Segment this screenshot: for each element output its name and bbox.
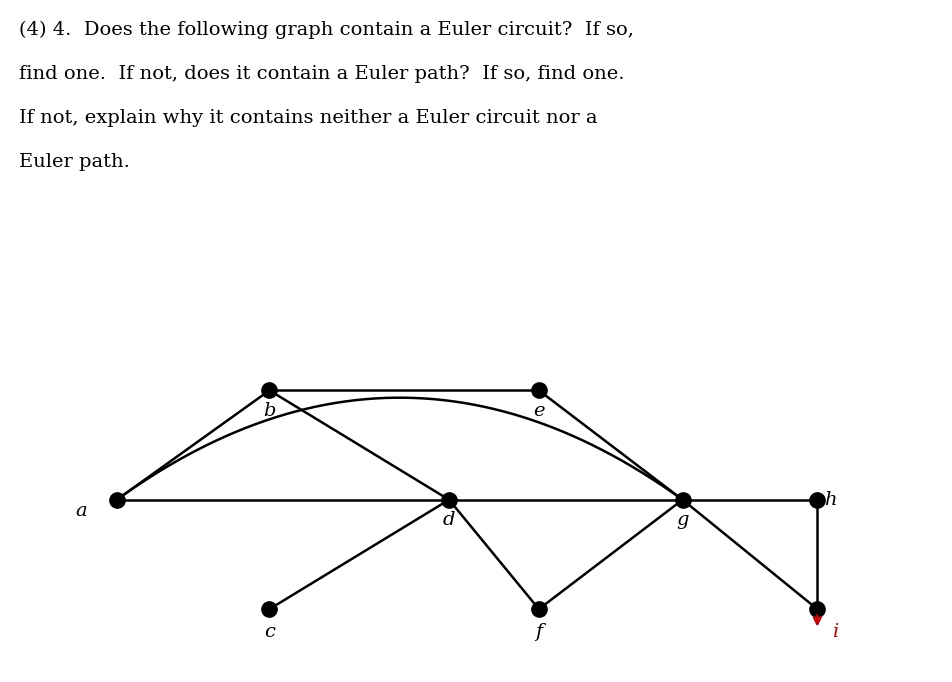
Text: g: g	[676, 511, 689, 529]
Text: h: h	[824, 491, 837, 509]
Text: a: a	[75, 502, 87, 520]
Text: c: c	[264, 623, 275, 642]
Text: d: d	[443, 511, 455, 529]
Text: find one.  If not, does it contain a Euler path?  If so, find one.: find one. If not, does it contain a Eule…	[19, 65, 625, 83]
Text: If not, explain why it contains neither a Euler circuit nor a: If not, explain why it contains neither …	[19, 109, 598, 127]
Text: Euler path.: Euler path.	[19, 153, 129, 171]
Text: f: f	[535, 623, 543, 642]
Text: i: i	[832, 623, 839, 642]
Text: e: e	[533, 402, 545, 420]
Text: b: b	[263, 402, 276, 420]
Text: (4) 4.  Does the following graph contain a Euler circuit?  If so,: (4) 4. Does the following graph contain …	[19, 20, 634, 39]
